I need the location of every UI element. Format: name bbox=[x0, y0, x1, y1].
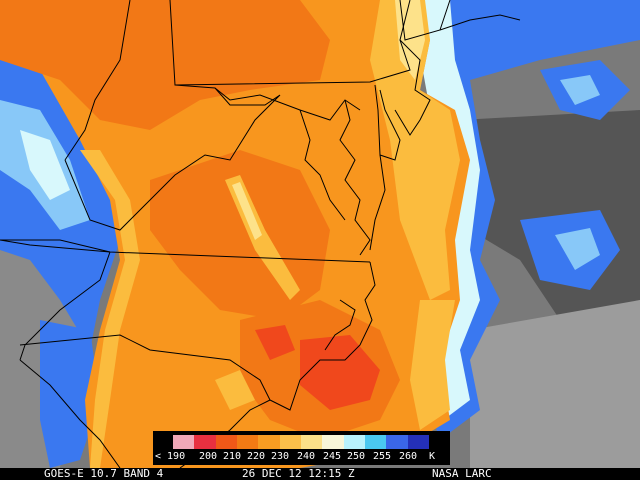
legend-swatch bbox=[407, 435, 429, 449]
legend-label-200: 200 bbox=[199, 451, 218, 462]
legend-color-ramp bbox=[173, 435, 429, 449]
west-pale-fringe bbox=[20, 130, 70, 200]
light-gray-area bbox=[470, 300, 640, 468]
legend-label-260: 260 bbox=[399, 451, 418, 462]
coldest-core-small bbox=[255, 325, 295, 360]
light-streak-south bbox=[215, 370, 255, 410]
potomac-river bbox=[299, 109, 346, 221]
ohio-wv-border bbox=[64, 0, 131, 161]
coldest-core-south bbox=[300, 335, 380, 410]
legend-swatch bbox=[364, 435, 387, 449]
chesapeake-bay bbox=[339, 99, 371, 256]
delmarva-coast bbox=[369, 154, 386, 251]
pamlico-sound bbox=[324, 299, 356, 351]
west-virginia-border bbox=[64, 84, 281, 231]
infrared-satellite-map bbox=[0, 0, 640, 468]
yellow-band-southeast bbox=[410, 300, 455, 430]
image-caption-bar: GOES-E 10.7 BAND 4 26 DEC 12 12:15 Z NAS… bbox=[0, 468, 640, 480]
temperature-legend: < 190 200 210 220 230 240 245 250 255 26… bbox=[153, 431, 450, 465]
virginia-nc-border bbox=[0, 239, 371, 263]
legend-label-240: 240 bbox=[297, 451, 316, 462]
tn-nc-border bbox=[19, 251, 111, 361]
legend-swatch bbox=[258, 435, 280, 449]
legend-label-230: 230 bbox=[271, 451, 290, 462]
legend-labels: < 190 200 210 220 230 240 245 250 255 26… bbox=[153, 451, 450, 463]
pale-streak-central bbox=[232, 182, 262, 240]
delaware-border bbox=[374, 84, 401, 161]
legend-label-250: 250 bbox=[347, 451, 366, 462]
legend-label-255: 255 bbox=[373, 451, 392, 462]
deep-orange-core-north bbox=[0, 0, 330, 130]
legend-label-210: 210 bbox=[223, 451, 242, 462]
source-label: NASA LARC bbox=[432, 467, 492, 480]
nc-sc-border bbox=[19, 334, 271, 401]
kentucky-tn-border bbox=[0, 239, 111, 253]
southwest-blue-cloud bbox=[40, 320, 100, 468]
legend-swatch bbox=[322, 435, 344, 449]
east-light-blue-patch-1 bbox=[560, 75, 600, 105]
new-england-coast bbox=[439, 14, 521, 31]
light-orange-west-edge bbox=[80, 150, 140, 468]
east-light-blue-patch-2 bbox=[555, 228, 600, 270]
legend-swatch bbox=[194, 435, 216, 449]
ga-sc-border bbox=[19, 359, 121, 468]
legend-swatch bbox=[279, 435, 301, 449]
pennsylvania-border bbox=[169, 0, 411, 86]
satellite-band-label: GOES-E 10.7 BAND 4 bbox=[44, 467, 164, 480]
new-jersey-coast bbox=[394, 39, 431, 136]
legend-swatch bbox=[386, 435, 408, 449]
legend-label-245: 245 bbox=[323, 451, 342, 462]
boundary-lines bbox=[0, 0, 521, 468]
legend-swatch bbox=[300, 435, 323, 449]
legend-swatch bbox=[343, 435, 365, 449]
legend-swatch bbox=[215, 435, 237, 449]
ny-border bbox=[399, 0, 451, 41]
legend-swatch bbox=[236, 435, 259, 449]
legend-swatch bbox=[173, 435, 195, 449]
legend-label-lt190: < 190 bbox=[155, 451, 186, 462]
legend-label-kelvin: K bbox=[429, 451, 436, 462]
datetime-label: 26 DEC 12 12:15 Z bbox=[242, 467, 355, 480]
legend-label-220: 220 bbox=[247, 451, 266, 462]
east-blue-cloud bbox=[420, 0, 640, 440]
outer-banks-coast bbox=[269, 261, 376, 411]
